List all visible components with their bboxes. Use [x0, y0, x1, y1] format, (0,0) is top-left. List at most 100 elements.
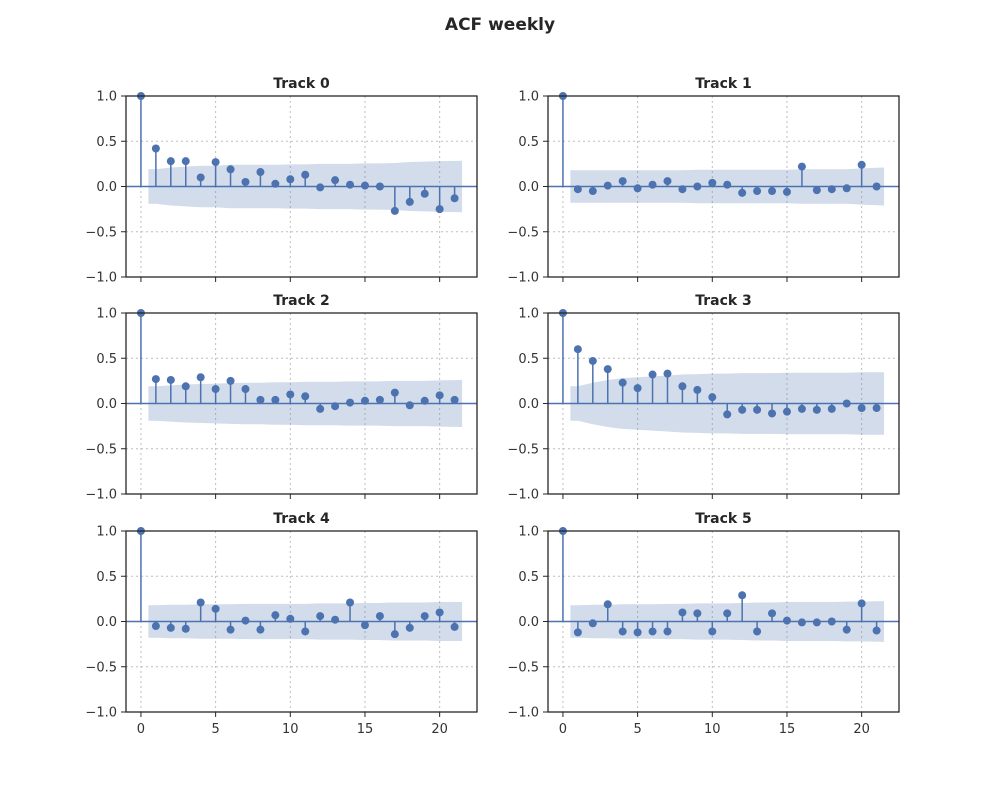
acf-point	[827, 185, 836, 194]
acf-point	[256, 168, 265, 177]
acf-point	[166, 375, 175, 384]
acf-point	[842, 625, 851, 634]
acf-point	[435, 608, 444, 617]
acf-point	[827, 617, 836, 626]
acf-point	[301, 392, 310, 401]
y-tick-label: 1.0	[518, 90, 539, 105]
acf-point	[181, 624, 190, 633]
y-tick-label: −0.5	[85, 660, 117, 675]
acf-point	[857, 599, 866, 608]
acf-point	[872, 626, 881, 635]
acf-point	[360, 181, 369, 190]
acf-point	[226, 376, 235, 385]
y-tick-label: 1.0	[96, 525, 117, 540]
acf-point	[588, 356, 597, 365]
acf-point	[723, 410, 732, 419]
acf-point	[301, 627, 310, 636]
acf-point	[872, 182, 881, 191]
acf-point	[857, 404, 866, 413]
acf-point	[196, 598, 205, 607]
acf-point	[286, 175, 295, 184]
y-tick-label: −1.0	[507, 706, 539, 721]
acf-point	[375, 395, 384, 404]
y-tick-label: 0.0	[518, 180, 539, 195]
acf-point	[782, 187, 791, 196]
acf-point	[648, 627, 657, 636]
x-tick-label: 10	[282, 722, 299, 737]
acf-point	[256, 395, 265, 404]
acf-point	[588, 619, 597, 628]
acf-point	[196, 173, 205, 182]
acf-point	[782, 407, 791, 416]
acf-point	[708, 178, 717, 187]
acf-point	[768, 187, 777, 196]
y-tick-label: 0.5	[96, 352, 117, 367]
acf-point	[573, 628, 582, 637]
acf-point	[723, 180, 732, 189]
acf-point	[663, 369, 672, 378]
acf-point	[768, 609, 777, 618]
x-tick-label: 5	[633, 722, 641, 737]
y-tick-label: −0.5	[507, 660, 539, 675]
acf-point	[857, 160, 866, 169]
acf-point	[738, 405, 747, 414]
acf-point	[753, 187, 762, 196]
panel-title: Track 4	[273, 511, 330, 527]
y-tick-label: 0.0	[518, 615, 539, 630]
acf-point	[753, 405, 762, 414]
panel-grid: Track 0 1.0 0.5 0.0 −0.5 −1.0 Track 1 1.0 0.5 0.0…	[85, 76, 900, 737]
x-tick-label: 20	[853, 722, 870, 737]
acf-point	[211, 604, 220, 613]
y-tick-label: −0.5	[507, 442, 539, 457]
acf-point	[405, 401, 414, 410]
y-tick-label: 0.0	[96, 615, 117, 630]
acf-point	[648, 180, 657, 189]
acf-point	[693, 182, 702, 191]
y-tick-label: 0.0	[96, 180, 117, 195]
acf-point	[708, 627, 717, 636]
acf-point	[573, 185, 582, 194]
panel-title: Track 3	[695, 293, 752, 309]
acf-point	[241, 177, 250, 186]
y-tick-label: 0.0	[96, 397, 117, 412]
acf-point	[872, 404, 881, 413]
acf-point	[151, 375, 160, 384]
acf-point	[346, 398, 355, 407]
acf-point	[633, 184, 642, 193]
acf-point	[346, 180, 355, 189]
y-tick-label: 0.5	[518, 135, 539, 150]
acf-panel-2: Track 2 1.0 0.5 0.0 −0.5 −1.0	[85, 293, 478, 503]
acf-point	[797, 618, 806, 627]
acf-point	[723, 609, 732, 618]
acf-point	[678, 185, 687, 194]
y-tick-label: 0.5	[518, 352, 539, 367]
acf-panel-0: Track 0 1.0 0.5 0.0 −0.5 −1.0	[85, 76, 478, 286]
acf-point	[738, 188, 747, 197]
acf-point	[346, 598, 355, 607]
acf-point	[663, 627, 672, 636]
acf-point	[678, 382, 687, 391]
acf-point	[450, 622, 459, 631]
x-tick-label: 20	[431, 722, 448, 737]
acf-point	[271, 395, 280, 404]
acf-point	[316, 183, 325, 192]
acf-point	[331, 615, 340, 624]
acf-point	[812, 618, 821, 627]
y-tick-label: 1.0	[518, 307, 539, 322]
figure-title: ACF weekly	[445, 15, 555, 35]
acf-point	[166, 157, 175, 166]
acf-point	[753, 627, 762, 636]
acf-point	[226, 625, 235, 634]
acf-point	[573, 345, 582, 354]
panel-title: Track 5	[695, 511, 752, 527]
acf-point	[812, 186, 821, 195]
acf-panel-4: Track 4 1.0 0.5 0.0 −0.5 −1.0 0 5 10 15 20	[85, 511, 478, 737]
y-tick-label: 1.0	[96, 90, 117, 105]
acf-point	[286, 614, 295, 623]
y-tick-label: −1.0	[85, 271, 117, 286]
acf-point	[271, 611, 280, 620]
acf-point	[588, 187, 597, 196]
acf-point	[618, 177, 627, 186]
acf-point	[603, 600, 612, 609]
acf-point	[693, 385, 702, 394]
